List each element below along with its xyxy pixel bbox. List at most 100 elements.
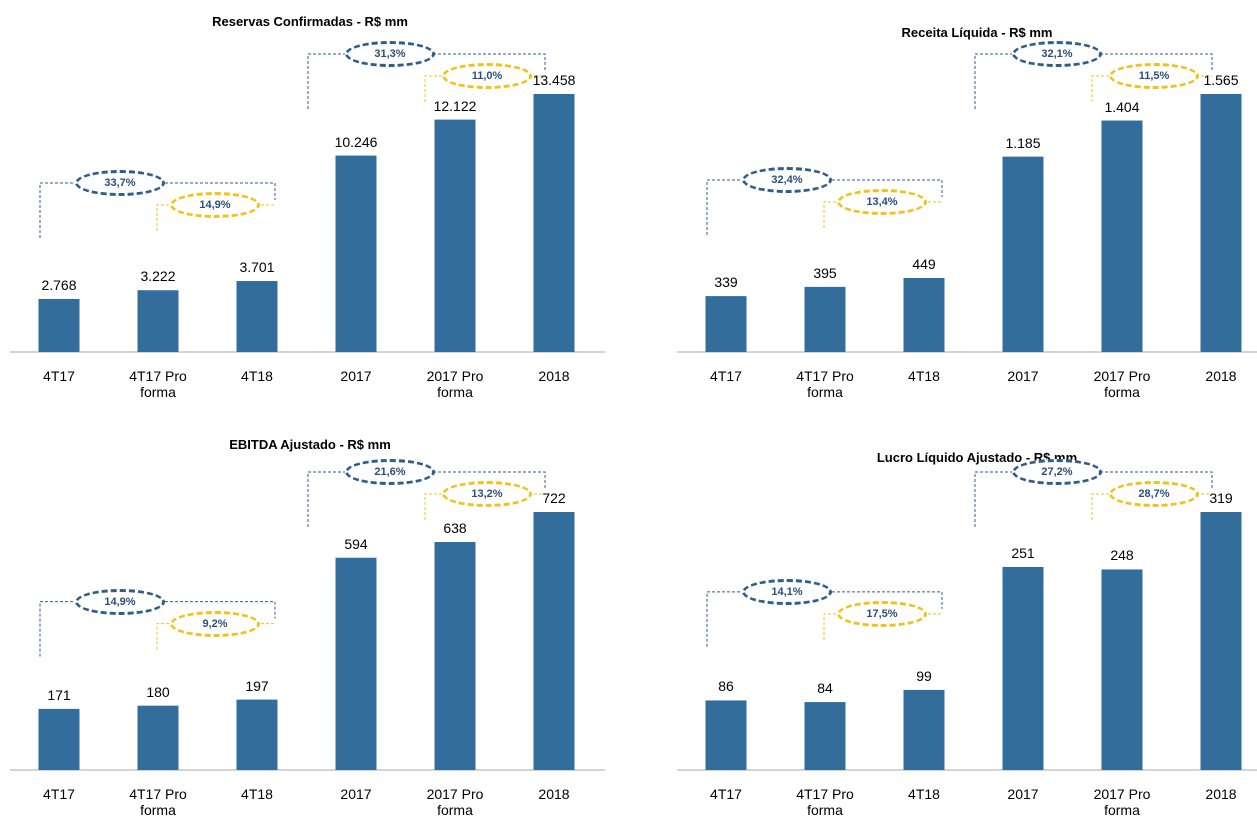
value-label: 449 <box>912 255 936 272</box>
x-tick-label: 4T17 <box>43 368 75 384</box>
bracket <box>823 613 942 640</box>
value-label: 171 <box>47 686 71 703</box>
value-label: 3.701 <box>239 259 275 276</box>
x-tick-label: 4T18 <box>241 368 273 384</box>
value-label: 248 <box>1110 547 1134 564</box>
growth-annotation: 28,7% <box>1109 481 1199 507</box>
x-tick-label: 2017 <box>340 786 372 802</box>
bracket <box>156 204 275 232</box>
value-label: 251 <box>1011 544 1035 561</box>
bar <box>38 298 80 352</box>
bar <box>1002 566 1044 770</box>
bar <box>434 542 476 770</box>
chart-graphics <box>677 53 1257 353</box>
value-label: 722 <box>542 490 566 506</box>
bar <box>236 699 278 770</box>
growth-annotation: 31,3% <box>345 41 435 67</box>
growth-annotation: 9,2% <box>170 610 260 637</box>
growth-annotation: 13,2% <box>442 481 532 507</box>
value-label: 1.185 <box>1005 134 1041 151</box>
value-label: 12.122 <box>433 97 477 114</box>
bar <box>1101 569 1143 770</box>
value-label: 86 <box>718 678 734 695</box>
growth-annotation: 11,0% <box>442 63 532 89</box>
growth-annotation: 32,1% <box>1012 41 1102 67</box>
value-label: 638 <box>443 520 467 537</box>
x-tick-label: 2017 Pro forma <box>1093 368 1151 400</box>
value-label: 1.404 <box>1104 98 1140 115</box>
growth-annotation: 13,4% <box>837 188 927 215</box>
value-label: 197 <box>245 677 269 694</box>
value-label: 2.768 <box>41 276 77 293</box>
growth-annotation: 11,5% <box>1109 63 1199 89</box>
chart-graphics <box>10 53 605 353</box>
growth-annotation: 14,1% <box>742 578 832 605</box>
value-label: 594 <box>344 535 368 552</box>
bracket <box>974 471 1213 527</box>
bar <box>38 708 80 770</box>
x-tick-label: 4T17 <box>43 786 75 802</box>
chart-title: Reservas Confirmadas - R$ mm <box>212 14 408 29</box>
bar <box>335 155 377 352</box>
chart-graphics <box>677 471 1257 771</box>
bar <box>533 512 575 770</box>
x-tick-label: 2017 <box>340 368 372 384</box>
x-tick-label: 4T17 Pro forma <box>796 368 854 400</box>
bar <box>804 286 846 352</box>
x-tick-label: 2018 <box>538 368 570 384</box>
x-tick-label: 4T17 Pro forma <box>796 786 854 818</box>
growth-annotation: 27,2% <box>1012 459 1102 485</box>
x-tick-label: 4T18 <box>908 786 940 802</box>
bar <box>137 290 179 352</box>
value-label: 1.565 <box>1203 72 1239 88</box>
x-tick-label: 2017 Pro forma <box>1093 786 1151 818</box>
bar <box>434 119 476 353</box>
chart-title: EBITDA Ajustado - R$ mm <box>229 437 391 452</box>
value-label: 13.458 <box>532 72 576 88</box>
bracket <box>307 471 546 527</box>
growth-annotation: 21,6% <box>345 459 435 485</box>
x-tick-label: 4T17 Pro forma <box>129 368 187 400</box>
bar <box>903 277 945 352</box>
bar <box>903 689 945 770</box>
chart-title: Receita Líquida - R$ mm <box>901 25 1053 40</box>
value-label: 84 <box>817 680 833 697</box>
bracket <box>307 53 546 109</box>
bar <box>1200 512 1242 770</box>
bar <box>1002 156 1044 352</box>
x-tick-label: 2017 <box>1007 368 1039 384</box>
chart: EBITDA Ajustado - R$ mm 171 4T17 180 4T17 Pr… <box>0 418 620 818</box>
bar <box>236 281 278 352</box>
value-label: 10.246 <box>334 133 378 150</box>
chart: Lucro Líquido Ajustado - R$ mm 86 4T17 84 4T… <box>667 418 1257 818</box>
bar <box>804 702 846 770</box>
bar <box>137 705 179 770</box>
bar <box>1101 120 1143 352</box>
chart: Reservas Confirmadas - R$ mm 2.768 4T17 3.2… <box>0 0 620 400</box>
value-label: 99 <box>916 667 932 684</box>
value-label: 319 <box>1209 490 1233 506</box>
chart: Receita Líquida - R$ mm 339 4T17 395 4T17 Pr… <box>667 0 1257 400</box>
x-tick-label: 2018 <box>538 786 570 802</box>
value-label: 395 <box>813 264 837 281</box>
x-tick-label: 2017 <box>1007 786 1039 802</box>
bar <box>533 94 575 352</box>
x-tick-label: 2017 Pro forma <box>426 786 484 818</box>
growth-annotation: 17,5% <box>837 600 927 627</box>
bar <box>335 557 377 770</box>
growth-annotation: 33,7% <box>75 170 165 197</box>
x-tick-label: 4T17 <box>710 786 742 802</box>
growth-annotation: 14,9% <box>170 192 260 219</box>
x-tick-label: 2017 Pro forma <box>426 368 484 400</box>
chart-title: Lucro Líquido Ajustado - R$ mm <box>876 450 1078 465</box>
growth-annotation: 14,9% <box>75 588 165 615</box>
bar <box>705 296 747 352</box>
value-label: 180 <box>146 683 170 700</box>
x-tick-label: 2018 <box>1205 786 1237 802</box>
value-label: 339 <box>714 274 738 291</box>
bar <box>705 700 747 770</box>
x-tick-label: 2018 <box>1205 368 1237 384</box>
x-tick-label: 4T18 <box>908 368 940 384</box>
bar <box>1200 94 1242 352</box>
